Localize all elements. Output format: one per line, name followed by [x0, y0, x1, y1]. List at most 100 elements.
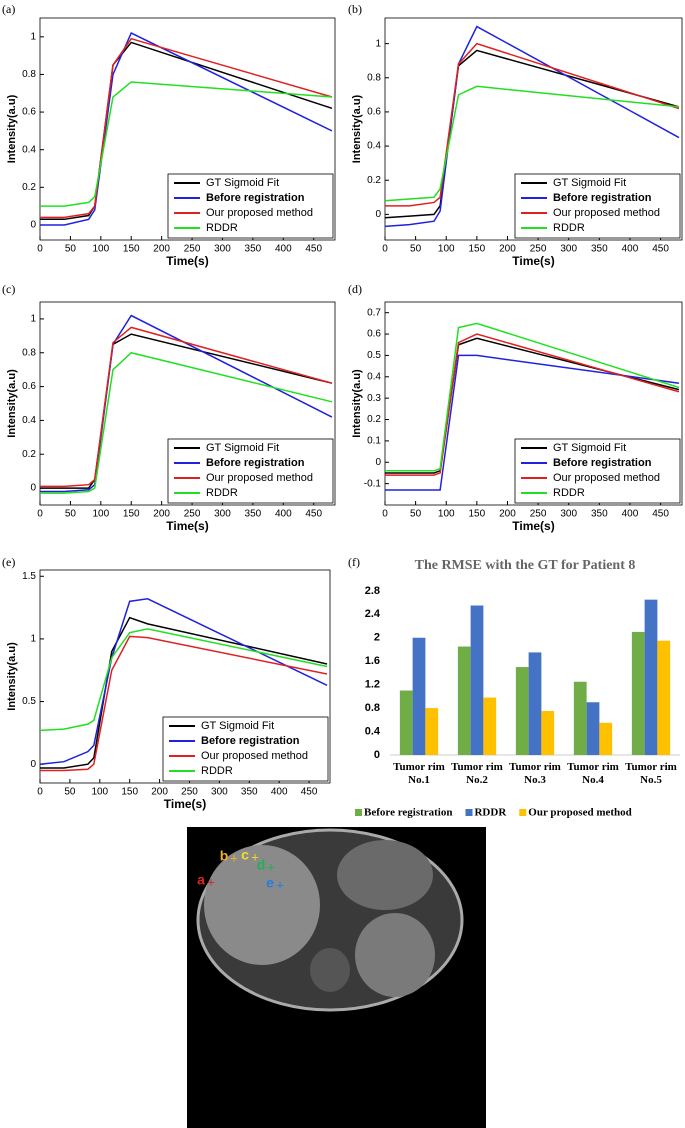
- x-tick-label: 150: [469, 244, 486, 255]
- y-tick-label: 1: [30, 634, 36, 645]
- marker-label: a: [197, 872, 205, 888]
- y-tick-label: 0: [375, 209, 381, 220]
- legend-label: Our proposed method: [206, 472, 313, 484]
- bar: [644, 599, 658, 755]
- x-tick-label: 400: [275, 244, 292, 255]
- y-tick-label: 0.6: [367, 329, 381, 340]
- series-line: [385, 42, 680, 207]
- y-tick-label: 0.4: [367, 141, 381, 152]
- y-axis-label: Intensity(a.u): [351, 369, 363, 438]
- legend-label: GT Sigmoid Fit: [206, 177, 279, 189]
- x-tick-label: 250: [184, 244, 201, 255]
- bar: [528, 652, 542, 755]
- bar: [657, 640, 671, 755]
- x-tick-label: 150: [123, 509, 140, 520]
- y-tick-label: 2.8: [365, 585, 380, 597]
- legend-label: Before registration: [206, 457, 305, 469]
- series-line: [40, 635, 328, 772]
- x-tick-label: 300: [560, 244, 577, 255]
- x-tick-label: 450: [305, 509, 322, 520]
- x-tick-label: 0: [37, 509, 43, 520]
- y-tick-label: 1.5: [22, 571, 36, 582]
- series-line: [40, 351, 333, 494]
- y-tick-label: 0.7: [367, 307, 381, 318]
- legend-label: GT Sigmoid Fit: [553, 442, 626, 454]
- x-tick-label: Tumor rim No.5: [625, 761, 677, 786]
- legend-label: GT Sigmoid Fit: [201, 720, 274, 732]
- y-tick-label: 1: [30, 314, 36, 325]
- x-tick-label: 100: [92, 244, 109, 255]
- x-tick-label: 450: [652, 509, 669, 520]
- y-tick-label: 0.8: [365, 702, 380, 714]
- y-axis-label: Intensity(a.u): [6, 94, 18, 163]
- x-tick-label: 250: [181, 787, 198, 798]
- x-axis-label: Time(s): [512, 519, 554, 533]
- y-tick-label: 0: [374, 749, 380, 761]
- series-line: [39, 628, 328, 732]
- series-line: [40, 37, 333, 219]
- x-tick-label: 350: [245, 244, 262, 255]
- x-tick-label: 50: [64, 787, 76, 798]
- legend-label: RDDR: [201, 765, 233, 777]
- plot-frame: [39, 569, 331, 784]
- y-tick-label: 0.4: [22, 144, 36, 155]
- x-tick-label: 450: [301, 787, 318, 798]
- marker-cross: +: [251, 849, 259, 864]
- bar: [470, 605, 484, 755]
- x-tick-label: 200: [153, 509, 170, 520]
- x-tick-label: 400: [622, 509, 639, 520]
- y-tick-label: 0.8: [22, 69, 36, 80]
- x-tick-label: 150: [469, 509, 486, 520]
- legend-label: GT Sigmoid Fit: [206, 442, 279, 454]
- x-tick-label: 50: [65, 509, 77, 520]
- marker-label: b: [220, 848, 229, 864]
- legend-label: RDDR: [206, 222, 238, 234]
- spine: [310, 948, 350, 992]
- marker-label: c: [241, 847, 249, 863]
- x-axis-label: Time(s): [166, 519, 208, 533]
- bar: [483, 697, 497, 755]
- x-tick-label: 50: [410, 244, 422, 255]
- legend-label: Before registration: [206, 192, 305, 204]
- x-tick-label: 100: [438, 244, 455, 255]
- legend-label: Before registration: [553, 457, 652, 469]
- legend-box: [167, 173, 334, 239]
- panel-label: (b): [348, 2, 362, 16]
- x-tick-label: 350: [591, 509, 608, 520]
- marker-label: d: [257, 857, 266, 873]
- marker-cross: +: [276, 877, 284, 892]
- legend-label: Before registration: [553, 192, 652, 204]
- legend-label: RDDR: [553, 487, 585, 499]
- liver: [204, 845, 320, 965]
- panel-label: (e): [2, 555, 15, 569]
- x-tick-label: 200: [499, 244, 516, 255]
- legend-label: Before registration: [201, 735, 300, 747]
- x-tick-label: 250: [184, 509, 201, 520]
- y-tick-label: 0: [375, 457, 381, 468]
- bar: [412, 637, 426, 755]
- plot-frame: [384, 17, 683, 241]
- x-tick-label: 0: [37, 244, 43, 255]
- x-tick-label: 350: [245, 509, 262, 520]
- panel-label: (a): [2, 2, 15, 16]
- x-tick-label: 400: [271, 787, 288, 798]
- legend-label: RDDR: [474, 807, 507, 819]
- legend-label: Our proposed method: [553, 472, 660, 484]
- x-tick-label: 250: [530, 244, 547, 255]
- series-line: [385, 333, 680, 476]
- legend-swatch: [465, 809, 473, 816]
- x-tick-label: 200: [499, 509, 516, 520]
- legend-label: Our proposed method: [528, 807, 632, 819]
- y-tick-label: 0.6: [22, 381, 36, 392]
- y-tick-label: 0.2: [367, 175, 381, 186]
- x-tick-label: Tumor rim No.4: [567, 761, 619, 786]
- panel-label: (f): [348, 555, 360, 569]
- legend-label: GT Sigmoid Fit: [553, 177, 626, 189]
- x-tick-label: 250: [530, 509, 547, 520]
- series-line: [385, 354, 680, 491]
- marker-cross: +: [207, 874, 215, 889]
- panel-label: (c): [2, 282, 15, 296]
- y-tick-label: 1: [30, 31, 36, 42]
- y-tick-label: 0.3: [367, 393, 381, 404]
